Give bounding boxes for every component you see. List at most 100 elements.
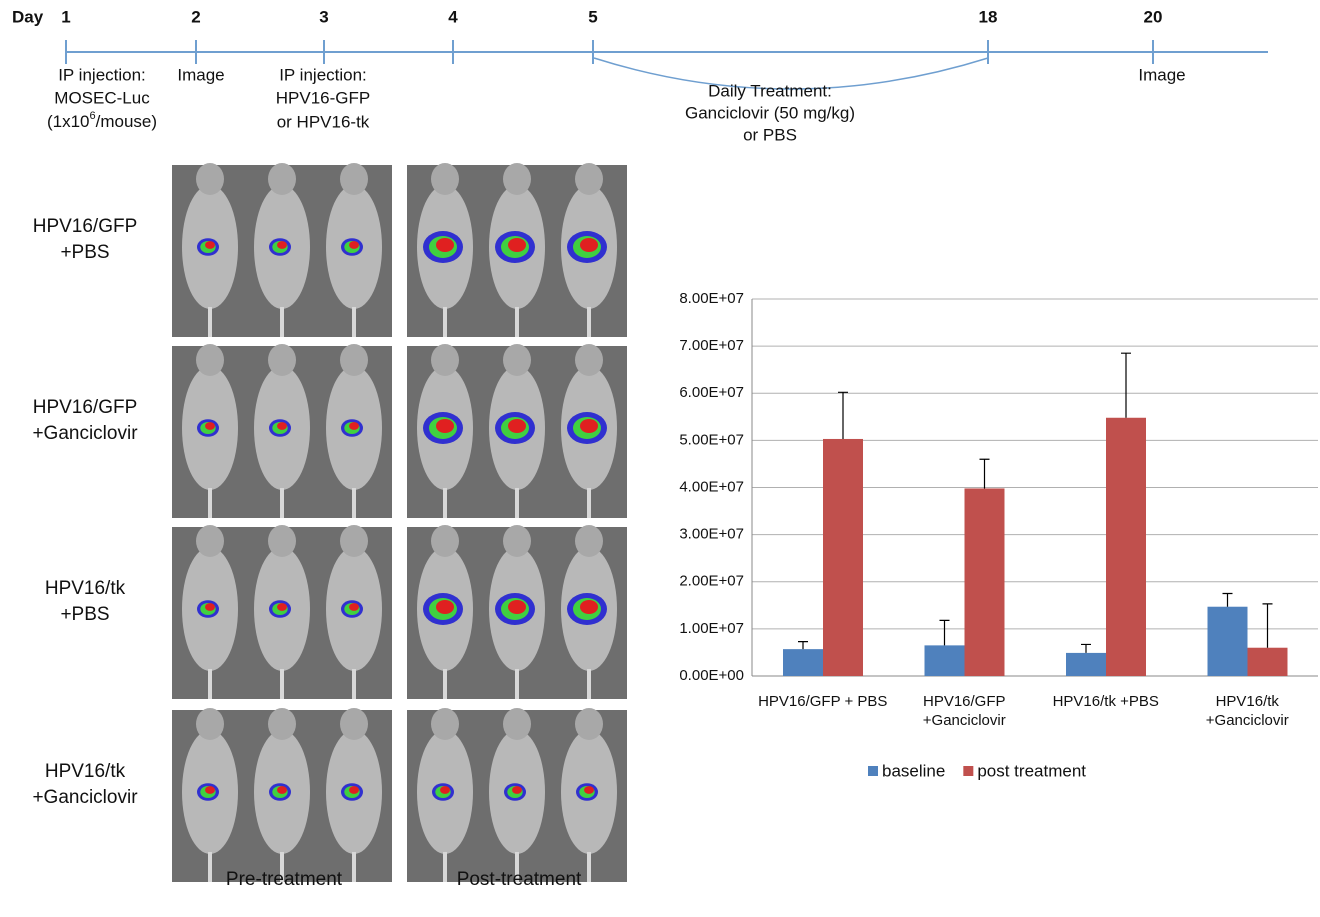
mouse-head	[196, 344, 224, 376]
day-number: 20	[1144, 7, 1163, 26]
signal	[277, 603, 287, 611]
signal	[508, 600, 526, 614]
figure: Day IP injection: MOSEC-Luc (1x106/mouse…	[0, 0, 1320, 917]
note: or HPV16-tk	[277, 112, 370, 131]
mouse-head	[340, 163, 368, 195]
signal	[580, 419, 598, 433]
group-label: +PBS	[60, 604, 109, 625]
note-part: (1x10	[47, 112, 90, 131]
figure-canvas: Day IP injection: MOSEC-Luc (1x106/mouse…	[0, 0, 1320, 917]
error-bar	[1223, 594, 1233, 607]
mouse-head	[196, 163, 224, 195]
signal	[508, 419, 526, 433]
column-label: Pre-treatment	[226, 869, 343, 890]
day-number: 5	[588, 7, 597, 26]
y-tick-label: 4.00E+07	[679, 478, 744, 495]
mouse-head	[340, 708, 368, 740]
error-bar	[980, 459, 990, 488]
day-number: 1	[61, 7, 70, 26]
bar	[965, 488, 1005, 676]
mouse-head	[196, 525, 224, 557]
mouse-head	[431, 344, 459, 376]
legend-label: post treatment	[977, 761, 1086, 780]
note: Daily Treatment:	[708, 81, 832, 100]
x-tick-label: HPV16/tk +PBS	[1041, 692, 1171, 711]
mouse-head	[575, 344, 603, 376]
bar	[1248, 648, 1288, 676]
day-number: 3	[319, 7, 328, 26]
mouse-head	[340, 525, 368, 557]
mouse-head	[575, 525, 603, 557]
note: Image	[177, 65, 224, 84]
note: Image	[1138, 65, 1185, 84]
note: (1x106/mouse)	[47, 110, 157, 132]
error-bar	[1121, 353, 1131, 418]
mouse-head	[503, 708, 531, 740]
mouse-head	[503, 525, 531, 557]
note: MOSEC-Luc	[54, 88, 150, 107]
signal	[440, 786, 450, 794]
y-tick-label: 6.00E+07	[679, 384, 744, 401]
signal	[277, 786, 287, 794]
error-bar	[838, 392, 848, 439]
mouse-head	[196, 708, 224, 740]
signal	[349, 603, 359, 611]
error-bar	[1081, 644, 1091, 652]
signal	[508, 238, 526, 252]
group-label: +Ganciclovir	[32, 787, 138, 808]
mouse-head	[268, 344, 296, 376]
signal	[205, 241, 215, 249]
group-label: HPV16/GFP	[33, 216, 138, 237]
note: IP injection:	[279, 65, 367, 84]
mouse-head	[503, 163, 531, 195]
legend-label: baseline	[882, 761, 945, 780]
y-tick-label: 8.00E+07	[679, 290, 744, 307]
bar	[1208, 607, 1248, 676]
mouse-head	[575, 708, 603, 740]
signal	[512, 786, 522, 794]
signal	[580, 600, 598, 614]
error-bar	[940, 620, 950, 645]
signal	[349, 241, 359, 249]
mouse-head	[431, 525, 459, 557]
legend-swatch	[963, 766, 973, 776]
y-tick-label: 2.00E+07	[679, 573, 744, 590]
group-label: HPV16/tk	[45, 761, 126, 782]
note: Ganciclovir (50 mg/kg)	[685, 103, 855, 122]
day-label: Day	[12, 7, 44, 26]
error-bar	[1263, 604, 1273, 648]
y-tick-label: 5.00E+07	[679, 431, 744, 448]
signal	[277, 241, 287, 249]
signal	[436, 419, 454, 433]
day-number: 18	[979, 7, 998, 26]
bar	[1106, 418, 1146, 676]
group-label: +Ganciclovir	[32, 423, 138, 444]
x-tick-label: HPV16/GFP +Ganciclovir	[899, 692, 1029, 730]
mouse-head	[340, 344, 368, 376]
signal	[205, 786, 215, 794]
mouse-head	[431, 708, 459, 740]
signal	[436, 600, 454, 614]
y-tick-label: 1.00E+07	[679, 620, 744, 637]
day-number: 2	[191, 7, 200, 26]
mouse-head	[503, 344, 531, 376]
signal	[349, 422, 359, 430]
y-tick-label: 3.00E+07	[679, 526, 744, 543]
bar	[783, 649, 823, 676]
signal	[205, 603, 215, 611]
error-bar	[798, 642, 808, 650]
signal	[277, 422, 287, 430]
note: HPV16-GFP	[276, 88, 370, 107]
note-part: /mouse)	[96, 112, 157, 131]
column-label: Post-treatment	[457, 869, 582, 890]
y-tick-label: 7.00E+07	[679, 337, 744, 354]
x-tick-label: HPV16/tk +Ganciclovir	[1182, 692, 1312, 730]
group-label: HPV16/tk	[45, 578, 126, 599]
bar	[823, 439, 863, 676]
mouse-head	[575, 163, 603, 195]
legend-swatch	[868, 766, 878, 776]
bar	[1066, 653, 1106, 676]
mouse-head	[431, 163, 459, 195]
group-label: +PBS	[60, 242, 109, 263]
signal	[436, 238, 454, 252]
